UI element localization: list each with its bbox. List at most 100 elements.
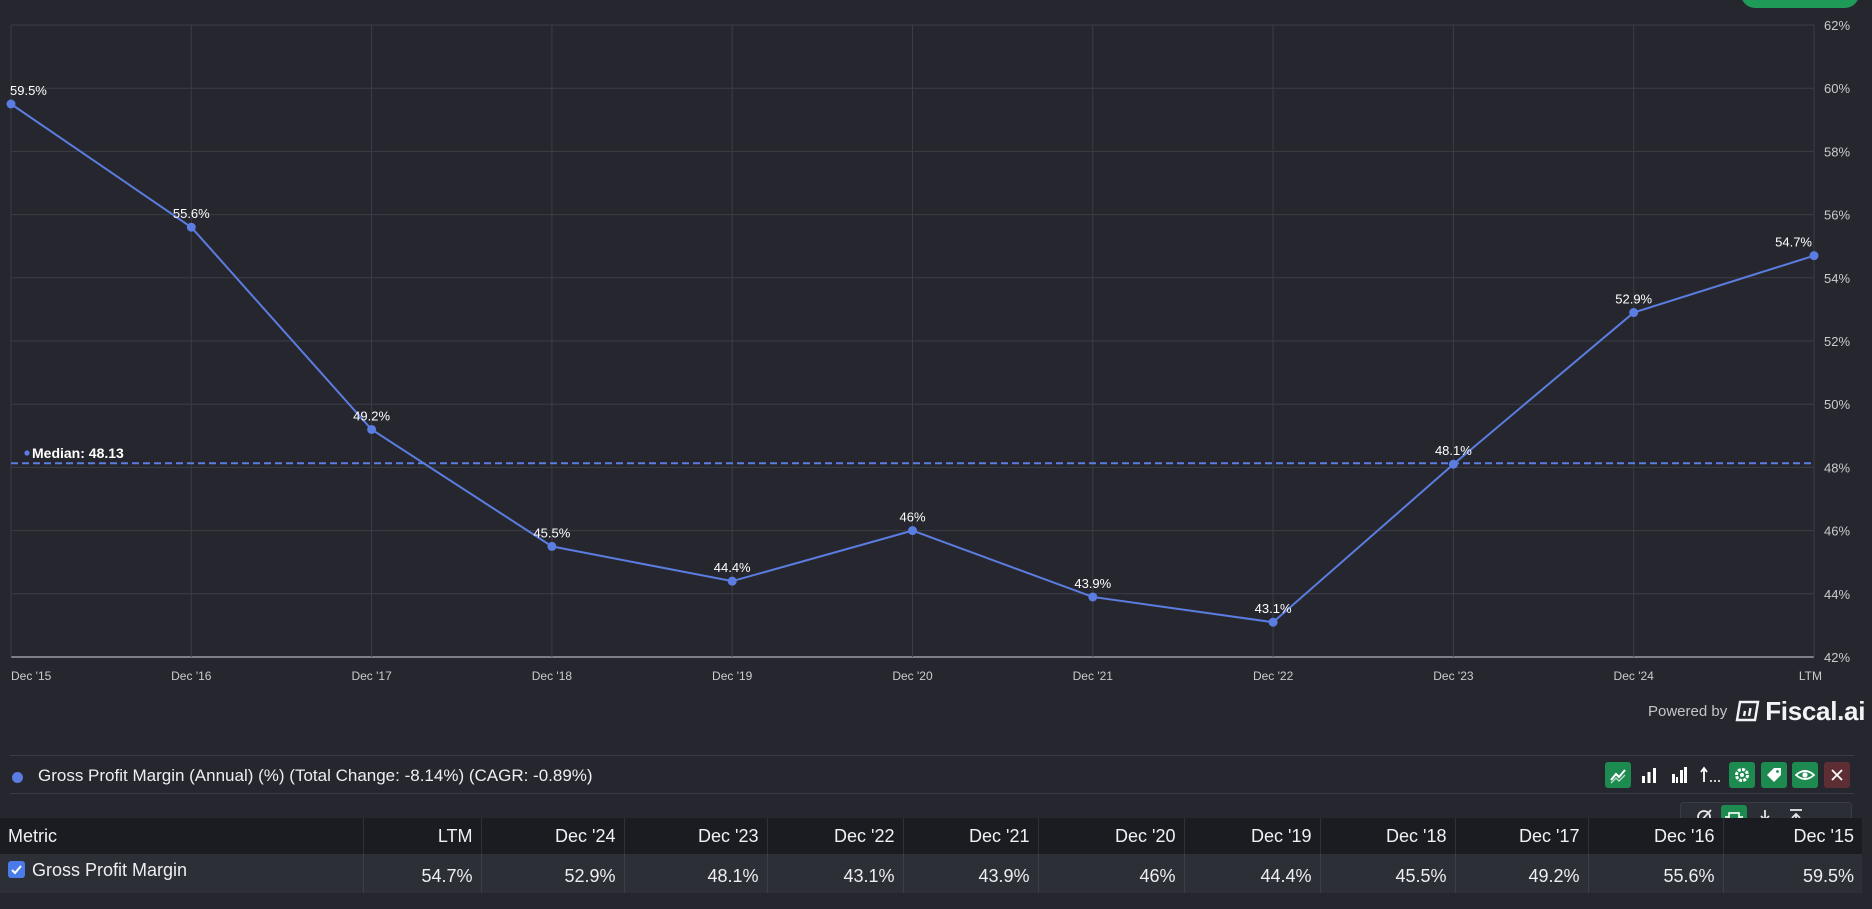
legend-series-dot <box>12 772 23 783</box>
action-pill-button[interactable] <box>1741 0 1859 8</box>
column-header[interactable]: LTM <box>362 818 481 854</box>
table-cell: 44.4% <box>1183 854 1320 893</box>
x-tick-label: Dec '22 <box>1253 669 1294 683</box>
y-tick-label: 60% <box>1824 81 1850 96</box>
data-point[interactable] <box>908 526 917 536</box>
table-cell: 52.9% <box>480 854 624 893</box>
median-marker <box>24 450 30 456</box>
y-tick-label: 62% <box>1824 18 1850 33</box>
column-header[interactable]: Dec '23 <box>623 818 767 854</box>
table-cell: 48.1% <box>623 854 767 893</box>
column-header[interactable]: Dec '21 <box>902 818 1038 854</box>
median-label: Median: 48.13 <box>32 445 124 461</box>
y-tick-label: 44% <box>1824 587 1850 602</box>
tag-icon <box>1767 768 1781 782</box>
x-tick-label: LTM <box>1799 669 1822 683</box>
remove-series-button[interactable] <box>1824 762 1850 788</box>
data-point[interactable] <box>367 424 377 434</box>
data-label: 52.9% <box>1615 292 1652 307</box>
checkmark-icon <box>11 865 22 875</box>
column-header[interactable]: Dec '19 <box>1183 818 1320 854</box>
grouped-bar-chart-button[interactable] <box>1667 762 1693 788</box>
line-chart-button[interactable] <box>1605 762 1631 788</box>
data-label: 54.7% <box>1775 235 1812 250</box>
x-tick-label: Dec '16 <box>171 669 212 683</box>
y-tick-label: 46% <box>1824 524 1850 539</box>
sort-button[interactable] <box>1697 762 1723 788</box>
metric-cell: Gross Profit Margin <box>0 854 363 893</box>
eye-icon <box>1795 770 1815 780</box>
column-header[interactable]: Dec '15 <box>1722 818 1862 854</box>
data-point[interactable] <box>1088 592 1098 602</box>
label-button[interactable] <box>1761 762 1787 788</box>
bar-chart-icon <box>1642 768 1656 783</box>
fiscal-logo-icon <box>1735 700 1760 722</box>
data-point[interactable] <box>727 576 737 586</box>
x-tick-label: Dec '20 <box>892 669 933 683</box>
table-cell: 43.1% <box>766 854 903 893</box>
data-point[interactable] <box>1268 617 1278 627</box>
table-cell: 45.5% <box>1319 854 1455 893</box>
data-label: 46% <box>899 510 925 525</box>
gear-icon <box>1735 768 1749 782</box>
y-tick-label: 54% <box>1824 271 1850 286</box>
column-header[interactable]: Dec '20 <box>1037 818 1184 854</box>
data-point[interactable] <box>186 222 196 232</box>
data-point[interactable] <box>1629 308 1639 318</box>
y-tick-label: 50% <box>1824 397 1850 412</box>
table-cell: 55.6% <box>1587 854 1723 893</box>
data-label: 48.1% <box>1435 443 1472 458</box>
y-tick-label: 42% <box>1824 650 1850 665</box>
row-checkbox[interactable] <box>8 861 25 878</box>
x-tick-label: Dec '21 <box>1073 669 1114 683</box>
line-chart-icon <box>1610 769 1626 784</box>
x-tick-label: Dec '18 <box>532 669 573 683</box>
fiscal-brand-text: Fiscal.ai <box>1765 695 1866 726</box>
data-label: 45.5% <box>533 525 570 540</box>
divider <box>10 793 1854 794</box>
data-point[interactable] <box>547 541 557 551</box>
x-tick-label: Dec '24 <box>1614 669 1655 683</box>
close-icon <box>1831 769 1843 781</box>
column-header[interactable]: Dec '24 <box>480 818 624 854</box>
data-point[interactable] <box>1448 459 1458 469</box>
y-tick-label: 56% <box>1824 208 1850 223</box>
powered-by-branding: Powered by Fiscal.ai <box>1648 694 1865 728</box>
settings-button[interactable] <box>1729 762 1755 788</box>
table-cell: 43.9% <box>902 854 1038 893</box>
column-header[interactable]: Dec '17 <box>1454 818 1588 854</box>
data-label: 43.9% <box>1074 576 1111 591</box>
legend-series-label: Gross Profit Margin (Annual) (%) (Total … <box>38 766 593 785</box>
table-cell: 54.7% <box>362 854 481 893</box>
gross-margin-chart: 42% 44% 46% 48% 50% 52% 54% 56% 58% 60% 62% Dec '15… <box>6 18 1850 683</box>
metrics-table: Metric LTM Dec '24 Dec '23 Dec '22 Dec '… <box>0 818 1862 893</box>
divider <box>10 755 1854 756</box>
data-label: 49.2% <box>353 408 390 423</box>
metric-name: Gross Profit Margin <box>32 860 188 880</box>
fiscal-logo: Fiscal.ai <box>1735 696 1865 727</box>
table-cell: 49.2% <box>1454 854 1588 893</box>
y-tick-label: 58% <box>1824 144 1850 159</box>
data-point[interactable] <box>1809 251 1819 261</box>
table-cell: 46% <box>1037 854 1184 893</box>
grouped-bar-chart-icon <box>1672 767 1687 783</box>
table-row: Gross Profit Margin 54.7% 52.9% 48.1% 43… <box>0 854 1862 893</box>
visibility-button[interactable] <box>1792 762 1818 788</box>
x-tick-label: Dec '15 <box>11 669 52 683</box>
data-label: 59.5% <box>10 83 47 98</box>
data-label: 43.1% <box>1255 601 1292 616</box>
powered-by-label: Powered by <box>1648 702 1728 720</box>
column-header[interactable]: Dec '18 <box>1319 818 1455 854</box>
bar-chart-button[interactable] <box>1636 762 1662 788</box>
x-tick-label: Dec '23 <box>1433 669 1474 683</box>
column-header[interactable]: Metric <box>0 818 363 854</box>
data-label: 44.4% <box>714 560 751 575</box>
y-tick-label: 48% <box>1824 460 1850 475</box>
y-tick-label: 52% <box>1824 334 1850 349</box>
data-label: 55.6% <box>173 206 210 221</box>
series-legend[interactable]: Gross Profit Margin (Annual) (%) (Total … <box>0 762 1872 792</box>
sort-icon <box>1700 766 1720 782</box>
column-header[interactable]: Dec '16 <box>1587 818 1723 854</box>
column-header[interactable]: Dec '22 <box>766 818 903 854</box>
data-point[interactable] <box>6 99 16 109</box>
